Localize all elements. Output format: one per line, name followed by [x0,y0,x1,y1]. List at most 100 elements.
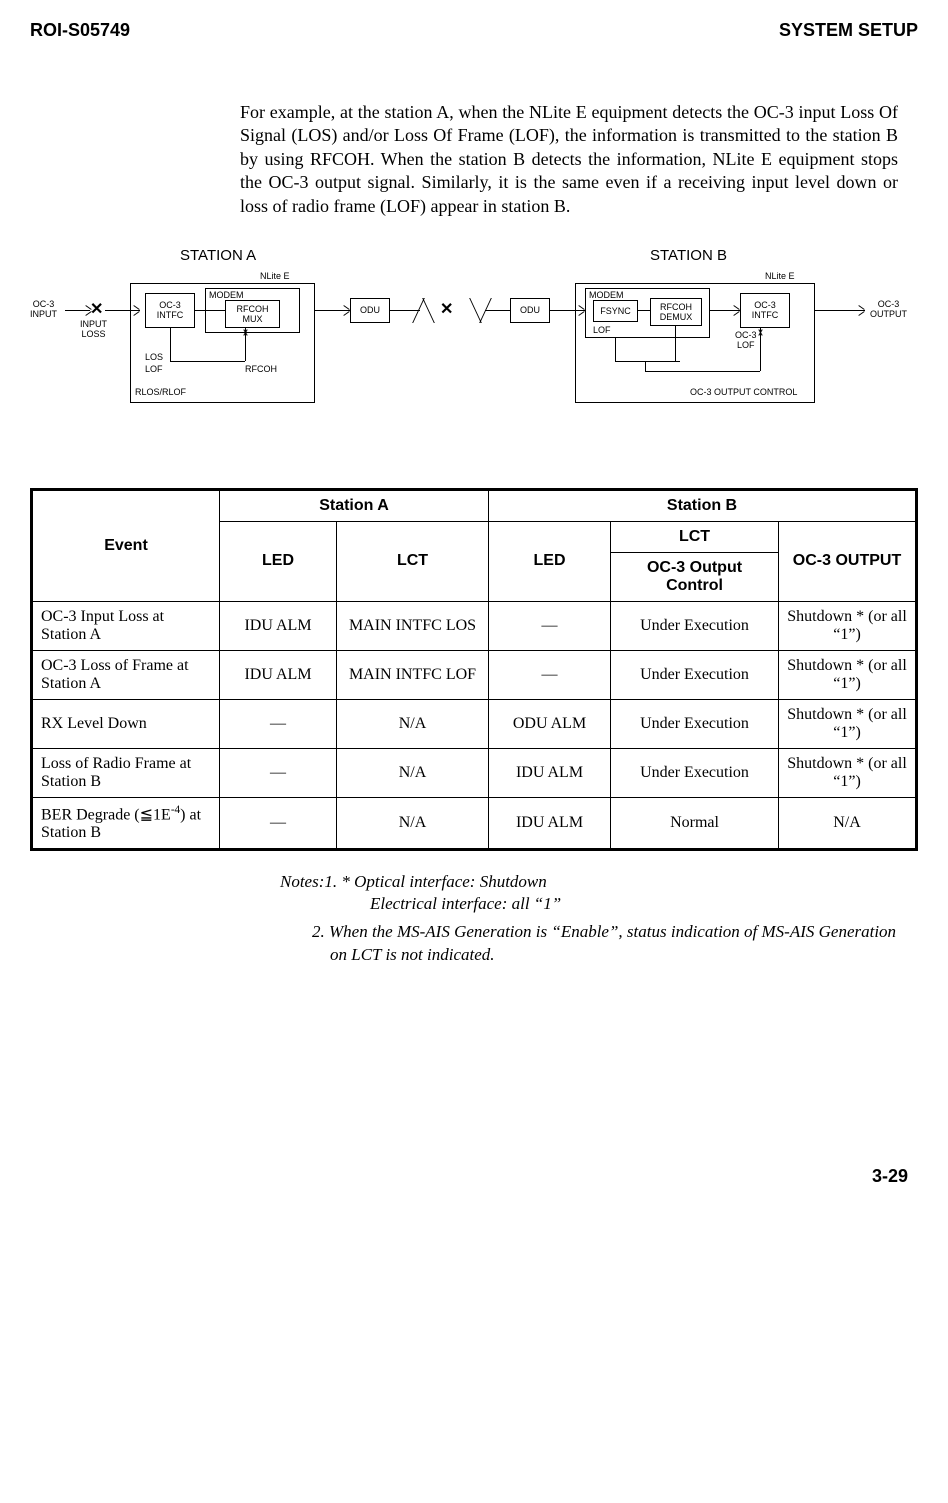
line [550,310,585,311]
table-row: OC-3 Loss of Frame at Station A IDU ALM … [32,650,917,699]
cell: RX Level Down [32,699,220,748]
label-nlite-b: NLite E [765,272,795,282]
arrow [858,311,864,316]
event-table: Event Station A Station B LED LCT LED LC… [30,488,918,851]
label-rfcoh: RFCOH [245,365,277,375]
arrow [343,311,349,316]
line [195,310,225,311]
line [485,310,510,311]
th-b-led: LED [489,521,611,601]
page: ROI-S05749 SYSTEM SETUP For example, at … [0,0,948,1187]
label-input-loss: INPUT LOSS [80,320,107,340]
cell: — [220,748,337,797]
doc-id: ROI-S05749 [30,20,130,41]
cell: N/A [779,797,917,849]
cell: IDU ALM [220,650,337,699]
x-icon: ✕ [440,302,453,318]
label-oc3-output: OC-3 OUTPUT [870,300,907,320]
line [469,298,482,323]
table-row: OC-3 Input Loss at Station A IDU ALM MAI… [32,601,917,650]
x-icon: ✕ [90,302,103,318]
line [815,310,865,311]
box-rfcohmux: RFCOH MUX [225,300,280,328]
table-row: Loss of Radio Frame at Station B — N/A I… [32,748,917,797]
label-oc3-lof: OC-3 LOF [735,331,757,351]
cell: BER Degrade (≦1E-4) at Station B [32,797,220,849]
th-a-lct: LCT [337,521,489,601]
line [170,328,171,361]
cell: IDU ALM [489,748,611,797]
line [615,338,616,361]
cell: — [489,601,611,650]
box-odu-a: ODU [350,298,390,323]
label-station-a: STATION A [180,248,256,265]
cell: IDU ALM [220,601,337,650]
table-row: RX Level Down — N/A ODU ALM Under Execut… [32,699,917,748]
cell: Under Execution [611,650,779,699]
cell: Normal [611,797,779,849]
label-modem-b: MODEM [589,290,624,300]
note-1a: Notes:1. * Optical interface: Shutdown [280,871,898,893]
cell: N/A [337,797,489,849]
label-los: LOS [145,353,163,363]
line [170,361,245,362]
cell: Under Execution [611,601,779,650]
label-oc3-input: OC-3 INPUT [30,300,57,320]
label-lof: LOF [145,365,163,375]
cell: — [489,650,611,699]
label-rlos-rlof: RLOS/RLOF [135,388,186,398]
block-diagram: STATION A STATION B NLite E NLite E OC-3… [30,248,918,458]
section-title: SYSTEM SETUP [779,20,918,41]
cell: Shutdown * (or all “1”) [779,650,917,699]
cell: N/A [337,699,489,748]
box-odu-b: ODU [510,298,550,323]
cell: Loss of Radio Frame at Station B [32,748,220,797]
box-oc3-intfc-b: OC-3 INTFC [740,293,790,328]
line [105,310,140,311]
cell: IDU ALM [489,797,611,849]
line [645,371,760,372]
cell: Shutdown * (or all “1”) [779,748,917,797]
th-station-b: Station B [489,489,917,521]
cell: MAIN INTFC LOF [337,650,489,699]
th-event: Event [32,489,220,601]
cell: — [220,797,337,849]
label-nlite-a: NLite E [260,272,290,282]
body-paragraph: For example, at the station A, when the … [240,101,898,218]
page-header: ROI-S05749 SYSTEM SETUP [30,20,918,41]
line [645,361,646,371]
label-oc3-out-ctrl: OC-3 OUTPUT CONTROL [690,388,797,398]
th-a-led: LED [220,521,337,601]
line [422,298,435,323]
line [390,310,420,311]
box-rfcohdemux: RFCOH DEMUX [650,298,702,326]
cell: Under Execution [611,699,779,748]
cell: Shutdown * (or all “1”) [779,699,917,748]
label-lof-b: LOF [593,326,611,336]
cell: Under Execution [611,748,779,797]
line [615,361,680,362]
note-1b: Electrical interface: all “1” [370,893,898,915]
line [675,326,676,361]
line [710,310,740,311]
notes: Notes:1. * Optical interface: Shutdown E… [280,871,898,965]
label-station-b: STATION B [650,248,727,265]
page-number: 3-29 [30,1166,918,1187]
cell: MAIN INTFC LOS [337,601,489,650]
th-oc3-output: OC-3 OUTPUT [779,521,917,601]
th-oc3-out-ctrl: OC-3 Output Control [611,552,779,601]
cell: — [220,699,337,748]
note-2: 2. When the MS-AIS Generation is “Enable… [330,921,898,965]
line [65,310,90,311]
cell: N/A [337,748,489,797]
line [315,310,350,311]
cell: ODU ALM [489,699,611,748]
box-oc3-intfc-a: OC-3 INTFC [145,293,195,328]
cell: Shutdown * (or all “1”) [779,601,917,650]
box-fsync: FSYNC [593,300,638,322]
line [638,310,650,311]
table-row: BER Degrade (≦1E-4) at Station B — N/A I… [32,797,917,849]
cell: OC-3 Input Loss at Station A [32,601,220,650]
cell: OC-3 Loss of Frame at Station A [32,650,220,699]
th-station-a: Station A [220,489,489,521]
